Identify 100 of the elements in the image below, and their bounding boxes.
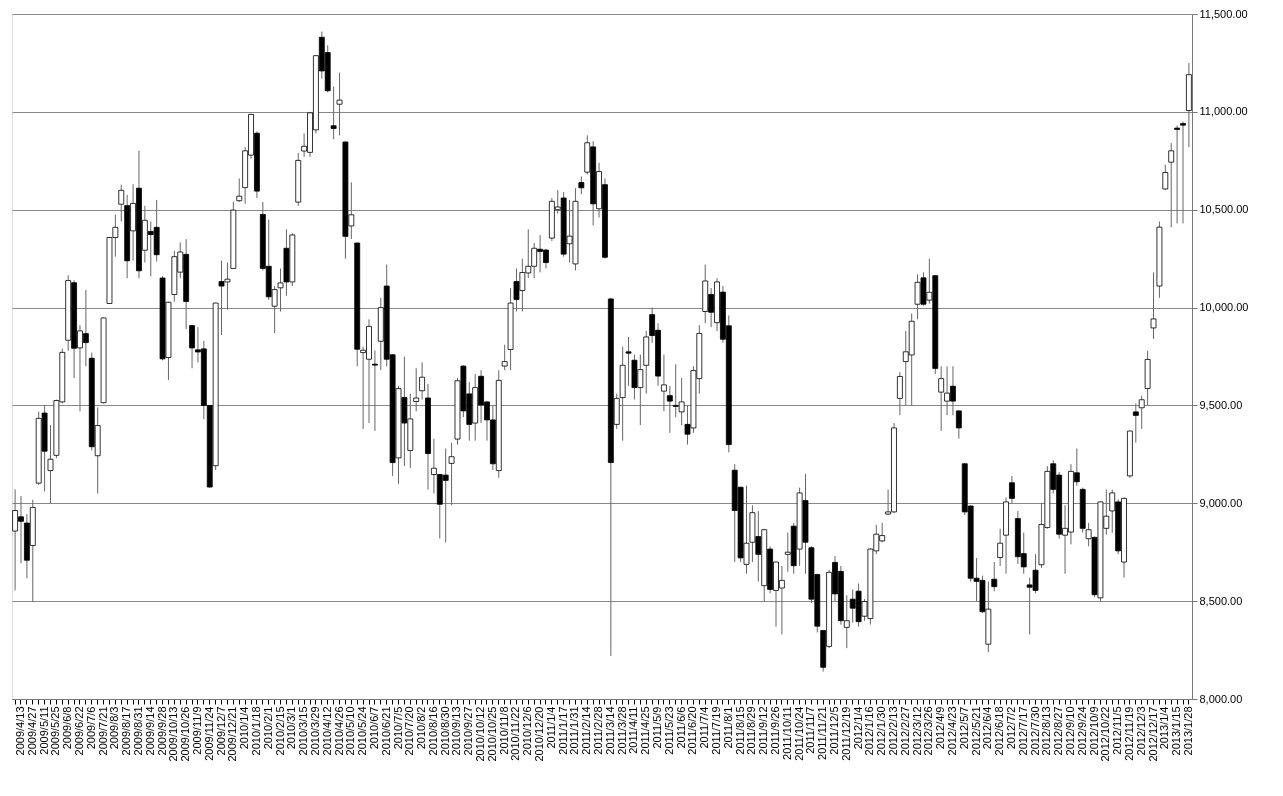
- x-tick-label: 2010/9/13: [450, 706, 463, 756]
- x-tick-label: 2012/4/23: [945, 706, 958, 756]
- x-tick-label: 2012/3/26: [922, 706, 935, 756]
- x-tick-label: 2009/12/7: [214, 706, 227, 756]
- x-tick-label: 2010/12/6: [521, 706, 534, 756]
- x-tick-label: 2011/5/9: [651, 706, 664, 749]
- x-tick-label: 2010/10/12: [474, 706, 487, 762]
- x-tick-label: 2009/5/25: [49, 706, 62, 756]
- x-tick-label: 2010/3/15: [297, 706, 310, 756]
- x-tick-label: 2012/11/19: [1122, 706, 1135, 761]
- candlestick: [1132, 402, 1139, 444]
- x-tick-label: 2011/1/17: [556, 706, 569, 755]
- candlestick: [1009, 475, 1015, 504]
- x-tick-label: 2011/12/5: [827, 706, 840, 755]
- x-tick-label: 2011/8/29: [745, 706, 758, 755]
- x-tick-label: 2012/8/13: [1040, 706, 1053, 756]
- x-tick-label: 2010/8/30: [438, 706, 451, 756]
- candlestick: [666, 385, 673, 434]
- x-tick-label: 2011/2/28: [592, 706, 605, 755]
- x-tick-label: 2010/6/21: [379, 706, 392, 756]
- x-tick-label: 2012/7/17: [1016, 706, 1029, 756]
- candlestick: [118, 184, 125, 222]
- y-tick-label: 10,000.00: [1199, 301, 1249, 314]
- x-tick-label: 2010/4/26: [332, 706, 345, 756]
- x-tick-label: 2011/11/21: [816, 706, 829, 760]
- x-tick-label: 2010/2/15: [273, 706, 286, 756]
- candlestick: [336, 72, 343, 136]
- x-tick-label: 2010/5/10: [344, 706, 357, 756]
- x-tick-label: 2010/10/25: [485, 706, 498, 762]
- x-tick-label: 2011/6/6: [674, 706, 687, 749]
- x-tick-label: 2009/6/8: [61, 706, 74, 750]
- candlestick: [47, 424, 54, 504]
- x-tick-label: 2013/1/4: [1158, 706, 1171, 750]
- x-tick-label: 2011/4/25: [639, 706, 652, 755]
- x-tick-label: 2012/6/4: [981, 706, 994, 750]
- x-tick-label: 2010/5/24: [356, 706, 369, 756]
- x-tick-label: 2010/11/8: [497, 706, 510, 755]
- x-tick-label: 2011/4/11: [627, 706, 640, 754]
- x-tick-label: 2009/9/28: [155, 706, 168, 756]
- x-tick-label: 2011/11/7: [804, 706, 817, 754]
- x-tick-label: 2012/5/21: [969, 706, 982, 756]
- candlestick: [1162, 164, 1169, 191]
- x-tick-label: 2010/1/18: [249, 706, 262, 756]
- x-tick-label: 2009/4/13: [14, 706, 26, 756]
- x-tick-label: 2010/3/1: [285, 706, 298, 750]
- x-tick-label: 2011/1/4: [544, 706, 557, 749]
- x-tick-label: 2009/7/6: [84, 706, 97, 750]
- x-tick-label: 2012/11/5: [1111, 706, 1124, 755]
- candlestick: [1168, 142, 1175, 228]
- candlestick: [236, 177, 243, 203]
- x-tick-label: 2009/10/13: [167, 706, 180, 762]
- x-tick-label: 2012/4/9: [934, 706, 947, 750]
- x-tick-label: 2011/10/24: [792, 706, 805, 761]
- candlestick: [661, 354, 667, 412]
- x-tick-label: 2013/1/15: [1170, 706, 1183, 756]
- x-tick-label: 2011/8/15: [733, 706, 746, 755]
- x-tick-label: 2011/10/11: [780, 706, 793, 760]
- candlestick: [997, 528, 1004, 567]
- y-tick-label: 11,000.00: [1199, 105, 1248, 118]
- candlestick: [419, 361, 425, 401]
- candlestick: [372, 350, 378, 432]
- x-tick-label: 2009/8/3: [108, 706, 121, 750]
- x-tick-label: 2010/7/5: [391, 706, 404, 750]
- candlestick: [1150, 271, 1157, 340]
- x-tick-label: 2012/9/24: [1075, 706, 1088, 756]
- x-tick-label: 2009/11/24: [202, 706, 215, 761]
- x-tick-label: 2012/6/18: [993, 706, 1006, 756]
- x-tick-label: 2012/1/4: [851, 706, 864, 750]
- candlestick: [1180, 121, 1186, 224]
- x-tick-label: 2009/6/22: [72, 706, 85, 756]
- x-tick-label: 2010/1/4: [238, 706, 251, 750]
- x-tick-label: 2009/5/11: [37, 706, 50, 755]
- candlestick: [1138, 395, 1145, 430]
- x-tick-label: 2010/3/29: [308, 706, 321, 756]
- candlestick: [330, 85, 337, 140]
- x-tick-label: 2011/1/31: [568, 706, 581, 755]
- x-tick-label: 2012/9/10: [1063, 706, 1076, 756]
- x-tick-label: 2009/8/31: [131, 706, 144, 756]
- x-tick-label: 2012/2/27: [898, 706, 911, 756]
- x-tick-label: 2011/5/23: [662, 706, 675, 755]
- x-tick-label: 2009/10/26: [179, 706, 192, 762]
- x-tick-label: 2011/3/14: [603, 706, 616, 755]
- x-tick-label: 2012/2/13: [886, 706, 899, 756]
- y-tick-label: 8,500.00: [1199, 594, 1243, 607]
- x-tick-label: 2010/2/1: [261, 706, 274, 750]
- x-tick-label: 2010/8/16: [426, 706, 439, 756]
- candlestick: [501, 344, 508, 371]
- x-tick-label: 2010/7/20: [403, 706, 416, 756]
- x-tick-label: 2011/12/19: [839, 706, 852, 761]
- x-tick-label: 2009/12/21: [226, 706, 239, 762]
- x-tick-label: 2010/11/22: [509, 706, 522, 761]
- x-tick-label: 2011/7/4: [698, 706, 711, 749]
- candlestick: [413, 367, 420, 412]
- x-tick-label: 2010/8/2: [415, 706, 428, 750]
- x-tick-label: 2011/6/20: [686, 706, 699, 755]
- x-tick-label: 2011/9/12: [757, 706, 770, 755]
- x-tick-label: 2012/10/22: [1099, 706, 1112, 762]
- x-tick-label: 2013/1/28: [1181, 706, 1194, 756]
- x-tick-label: 2012/12/17: [1146, 706, 1159, 762]
- x-tick-label: 2009/4/27: [25, 706, 38, 756]
